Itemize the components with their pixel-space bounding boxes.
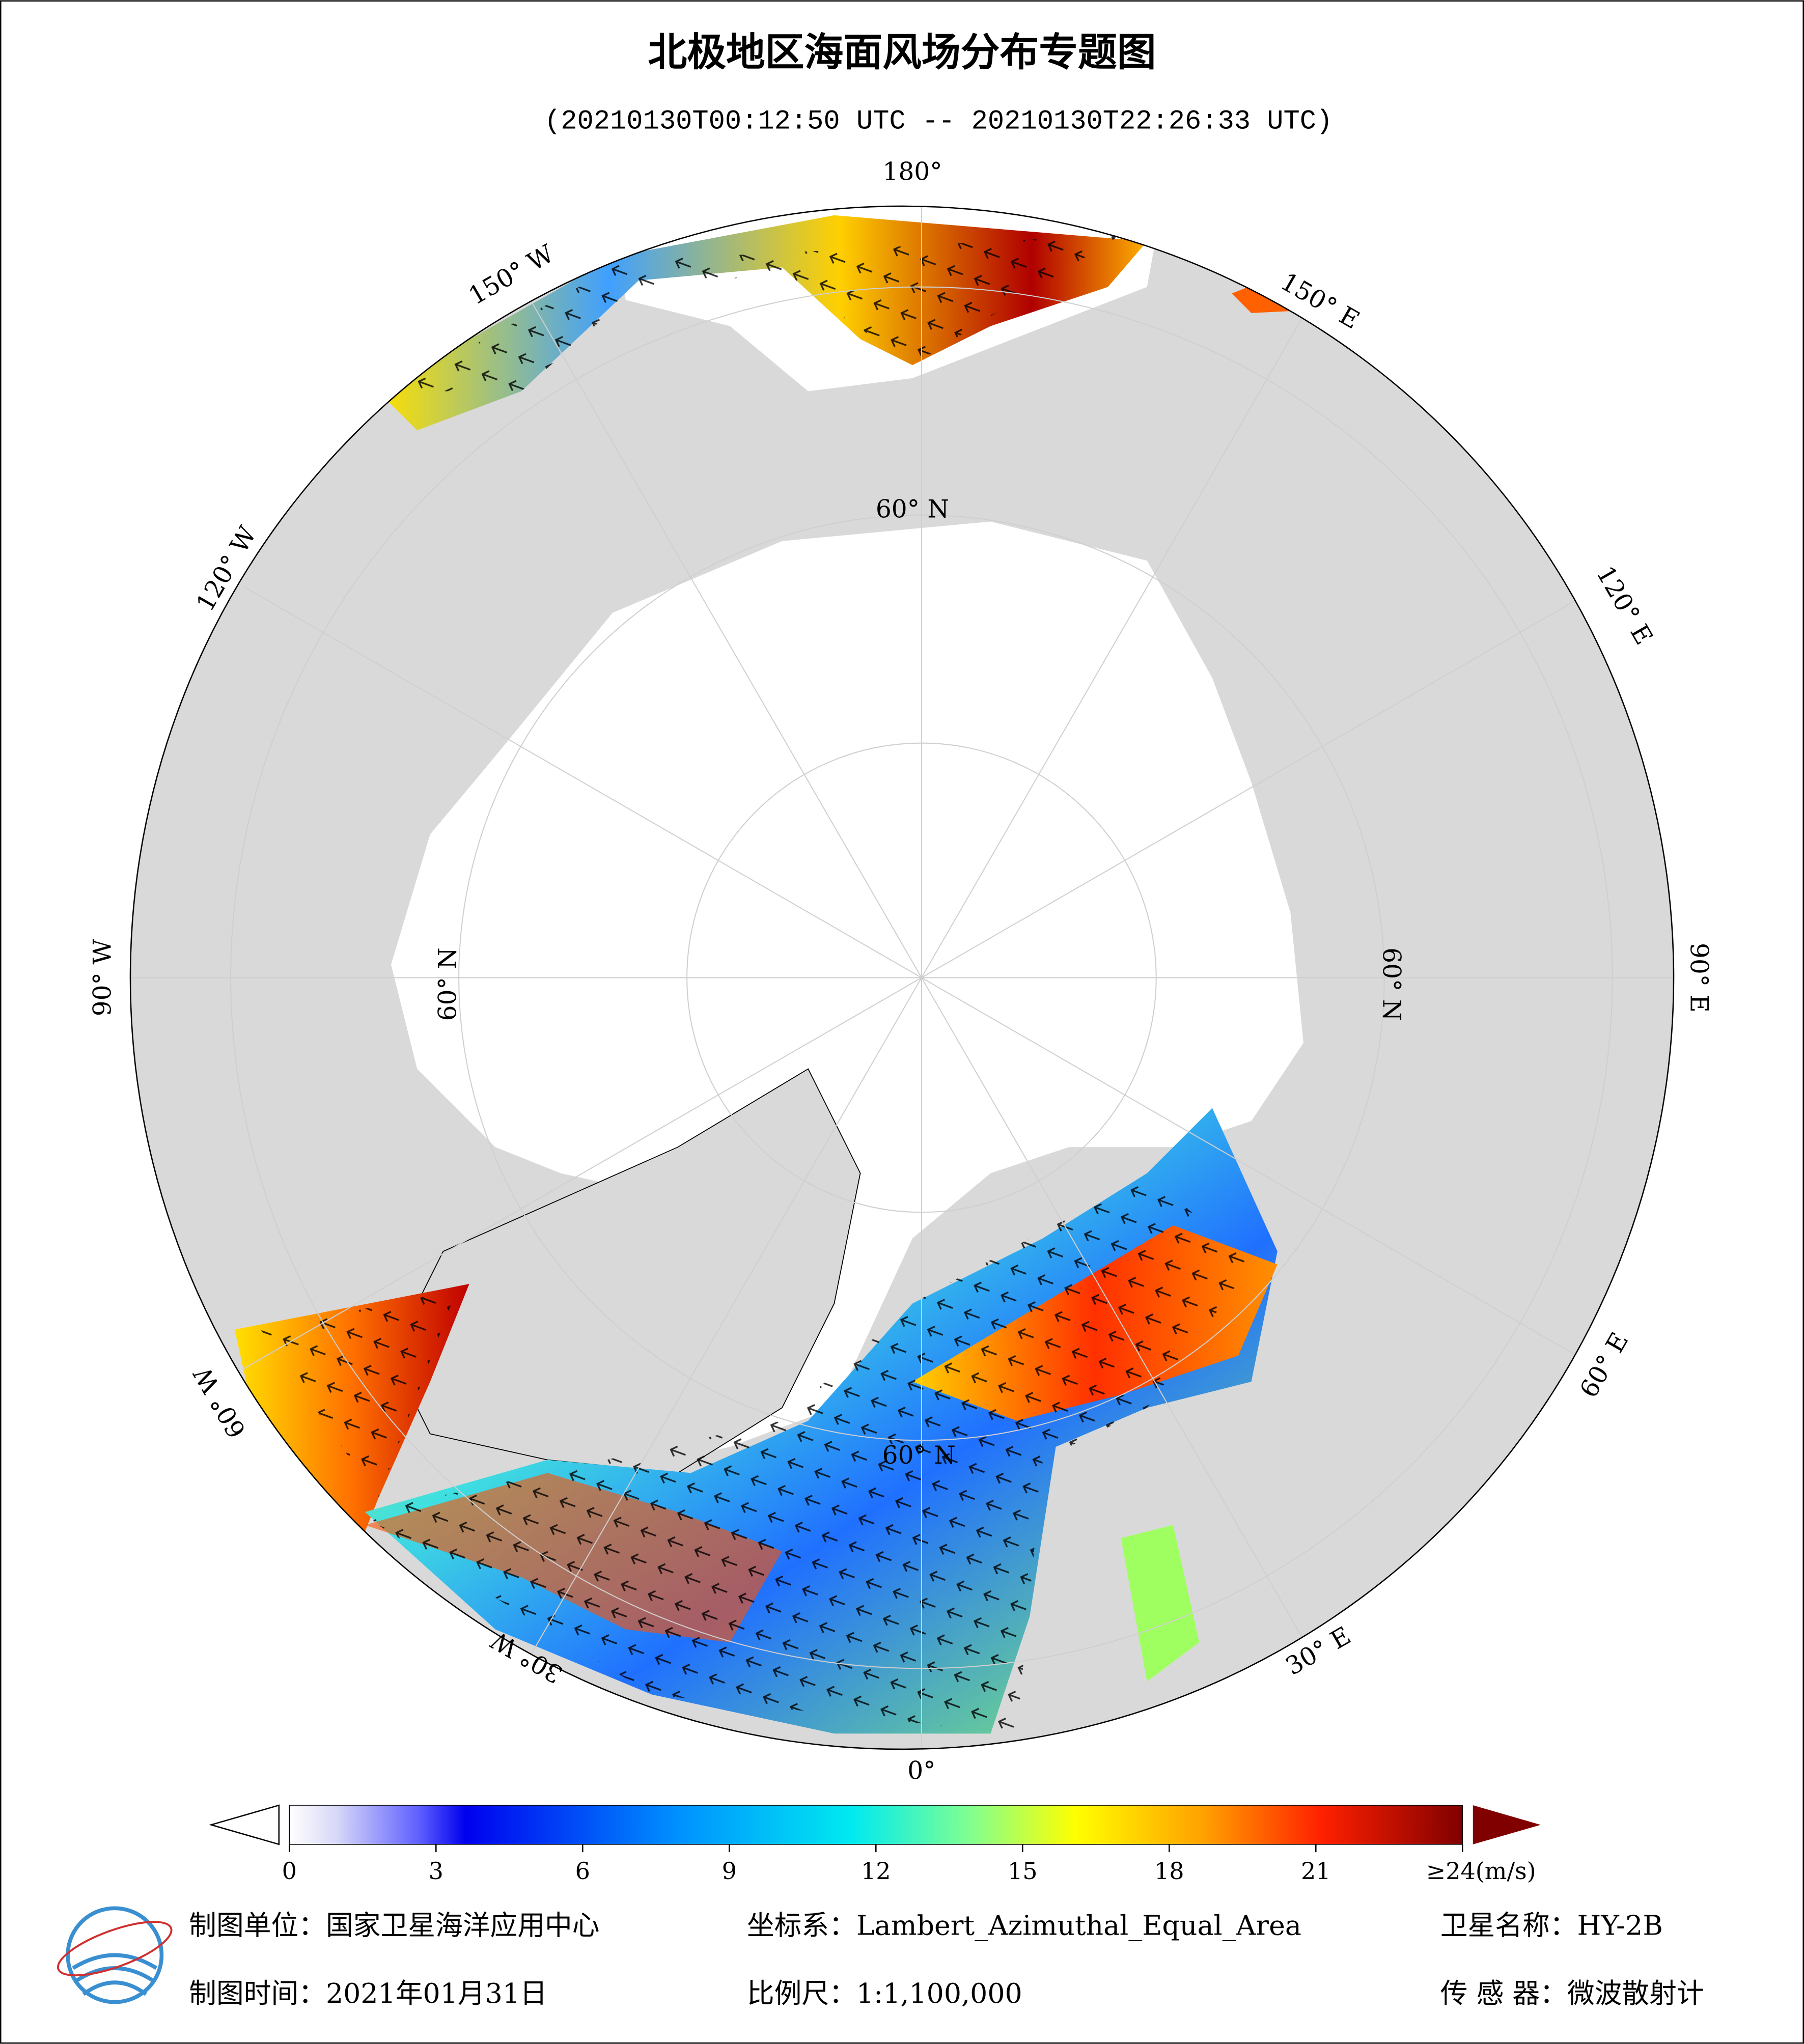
lat-label: 60° N bbox=[882, 1441, 956, 1470]
greenland bbox=[390, 1068, 861, 1474]
lat-label: 60° N bbox=[434, 947, 462, 1021]
footer-crs: 坐标系：Lambert_Azimuthal_Equal_Area bbox=[747, 1910, 1301, 1942]
map bbox=[130, 206, 1674, 1749]
footer-satellite: 卫星名称：HY-2B bbox=[1440, 1910, 1663, 1942]
footer-date: 制图时间：2021年01月31日 bbox=[189, 1977, 547, 2009]
footer-scale: 比例尺：1:1,100,000 bbox=[747, 1977, 1022, 2009]
colorbar-tick-label: 12 bbox=[861, 1857, 891, 1885]
colorbar-tick-label: 21 bbox=[1301, 1857, 1331, 1885]
colorbar-tick-label: 3 bbox=[429, 1857, 443, 1885]
colorbar-tick-label: 9 bbox=[722, 1857, 737, 1885]
colorbar-tick-label: 6 bbox=[575, 1857, 590, 1885]
footer-unit: 制图单位：国家卫星海洋应用中心 bbox=[189, 1910, 599, 1942]
logo bbox=[57, 1906, 173, 2004]
colorbar: 0 3 6 9 12 15 18 21 ≥24(m/s) bbox=[209, 1804, 1541, 1885]
colorbar-tick-label: 18 bbox=[1154, 1857, 1184, 1885]
map-border bbox=[129, 205, 1675, 1750]
colorbar-max-arrow bbox=[1473, 1805, 1541, 1844]
lon-label: 0° bbox=[907, 1757, 935, 1785]
colorbar-min-arrow bbox=[209, 1804, 280, 1845]
lon-label: 90° E bbox=[1685, 943, 1713, 1013]
colorbar-tick-label: 0 bbox=[282, 1857, 297, 1885]
colorbar-bar bbox=[289, 1805, 1463, 1845]
wind-arrows bbox=[260, 235, 1252, 1734]
lat-label: 60° N bbox=[876, 495, 949, 523]
graticule bbox=[130, 206, 1674, 1749]
arctic-ocean bbox=[391, 521, 1303, 1473]
colorbar-tick-label: 15 bbox=[1008, 1857, 1038, 1885]
colorbar-tick-label: ≥24(m/s) bbox=[1426, 1857, 1536, 1885]
wind-baltic bbox=[1121, 1525, 1200, 1682]
title: 北极地区海面风场分布专题图 bbox=[648, 30, 1156, 75]
lat-label: 60° N bbox=[1377, 947, 1405, 1021]
footer: 制图单位：国家卫星海洋应用中心 坐标系：Lambert_Azimuthal_Eq… bbox=[57, 1906, 1704, 2009]
subtitle: (20210130T00:12:50 UTC -- 20210130T22:26… bbox=[544, 106, 1333, 137]
lon-label: 180° bbox=[882, 157, 942, 186]
footer-sensor: 传 感 器：微波散射计 bbox=[1440, 1977, 1704, 2009]
lon-label: 90° W bbox=[88, 939, 117, 1017]
